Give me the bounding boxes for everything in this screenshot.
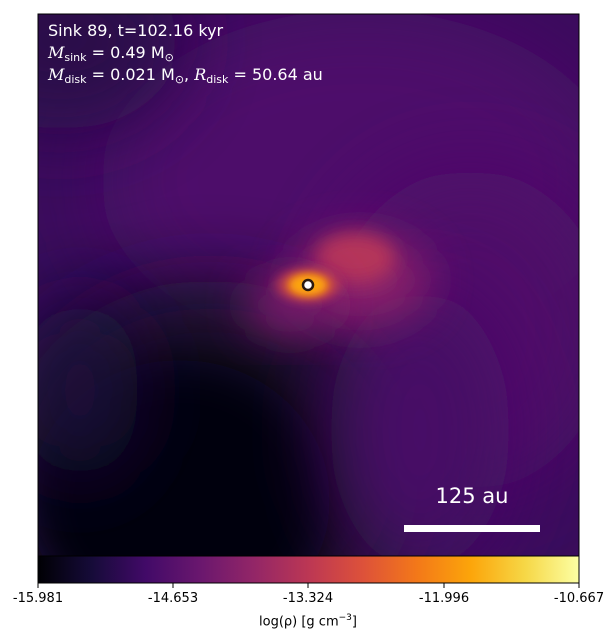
separator: , xyxy=(184,65,195,84)
colorbar-label-end: ] xyxy=(351,614,357,630)
colorbar-tick-label: -14.653 xyxy=(147,591,199,606)
disk-mass-value: = 0.021 M xyxy=(86,65,175,84)
disk-radius-symbol: R xyxy=(194,65,207,84)
title-line-text: Sink 89, t=102.16 kyr xyxy=(48,21,224,40)
colorbar-tick-label: -10.667 xyxy=(553,591,605,606)
colorbar xyxy=(37,555,580,584)
sink-mass-label: Msink = 0.49 M⊙ xyxy=(48,44,174,67)
sink-mass-sub: sink xyxy=(64,51,87,64)
disk-mass-symbol: M xyxy=(48,65,65,84)
sink-marker xyxy=(301,278,315,292)
colorbar-tick-label: -11.996 xyxy=(418,591,470,606)
disk-mass-unit-sub: ⊙ xyxy=(174,73,185,86)
scale-bar xyxy=(404,525,540,532)
colorbar-label-exp: −3 xyxy=(338,613,352,623)
colorbar-tick-label: -13.324 xyxy=(282,591,334,606)
disk-radius-value: = 50.64 au xyxy=(228,65,323,84)
sink-mass-symbol: M xyxy=(48,43,65,62)
colorbar-label-main: log(ρ) [g cm xyxy=(259,614,339,630)
colorbar-ticks xyxy=(37,583,580,588)
panel-title: Sink 89, t=102.16 kyr xyxy=(48,22,223,40)
colorbar-label: log(ρ) [g cm−3] xyxy=(259,613,357,629)
disk-radius-sub: disk xyxy=(206,73,229,86)
disk-mass-sub: disk xyxy=(64,73,87,86)
colorbar-tick-label: -15.981 xyxy=(12,591,64,606)
scale-bar-label: 125 au xyxy=(435,484,509,508)
sink-mass-unit-sub: ⊙ xyxy=(164,51,174,64)
sink-mass-value: = 0.49 M xyxy=(86,43,165,62)
disk-label: Mdisk = 0.021 M⊙, Rdisk = 50.64 au xyxy=(48,66,323,89)
